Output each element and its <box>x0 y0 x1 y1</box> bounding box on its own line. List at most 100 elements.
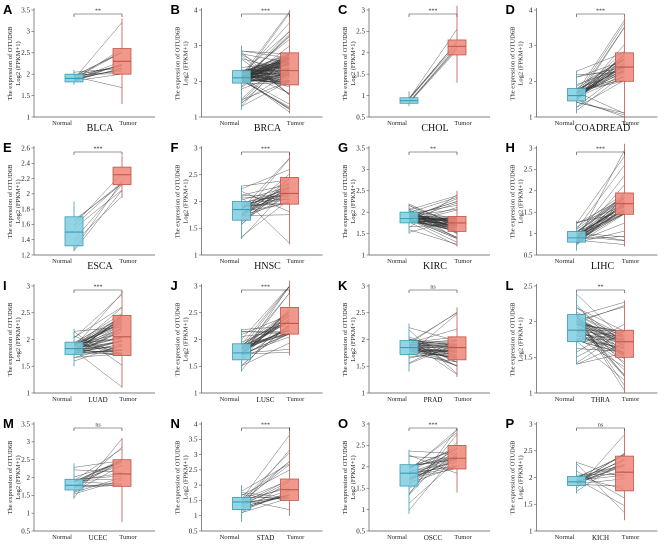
x-category-normal: Normal <box>220 258 240 265</box>
significance-label: *** <box>261 9 270 15</box>
x-category-normal: Normal <box>220 120 240 127</box>
y-axis-label: The expression of OTUD6B Log2 (FPKM+1) <box>175 440 190 514</box>
y-axis-label-line2: Log2 (FPKM+1) <box>15 317 22 361</box>
y-axis-label-line2: Log2 (FPKM+1) <box>183 41 190 85</box>
significance-label: *** <box>596 147 605 153</box>
panel-letter: C <box>338 2 348 17</box>
normal-box-iqr <box>232 70 251 84</box>
y-tick-label: 3 <box>194 451 198 459</box>
y-tick-label: 1 <box>362 506 366 514</box>
y-axis-label-line1: The expression of OTUD6B <box>342 302 349 376</box>
cancer-type-label: BRCA <box>254 123 282 134</box>
x-category-normal: Normal <box>387 120 407 127</box>
y-tick-label: 0.5 <box>189 527 198 535</box>
y-tick-label: 1.4 <box>21 236 30 244</box>
y-tick-label: 2 <box>529 318 533 326</box>
normal-box <box>64 463 84 499</box>
x-category-normal: Normal <box>387 396 407 403</box>
cancer-type-label: STAD <box>257 534 275 542</box>
y-axis-label: The expression of OTUD6B Log2 (FPKM+1) <box>7 26 22 100</box>
y-tick-label: 2.5 <box>356 28 365 36</box>
y-tick-label: 1 <box>194 389 198 397</box>
cancer-type-label: UCEC <box>89 534 108 542</box>
y-tick-label: 2 <box>529 78 533 86</box>
tumor-box <box>615 300 634 393</box>
pair-line <box>576 470 625 499</box>
y-tick-label: 2.5 <box>524 282 533 290</box>
normal-box-iqr <box>399 464 419 487</box>
pair-line <box>241 461 290 504</box>
y-axis-label-line2: Log2 (FPKM+1) <box>183 317 190 361</box>
y-axis-label: The expression of OTUD6B Log2 (FPKM+1) <box>7 440 22 514</box>
y-axis-label-line1: The expression of OTUD6B <box>510 302 517 376</box>
significance-label: *** <box>261 423 270 429</box>
y-axis-label-line1: The expression of OTUD6B <box>175 302 182 376</box>
y-axis-label-line1: The expression of OTUD6B <box>510 440 517 514</box>
significance-label: ** <box>95 9 101 15</box>
y-tick-label: 2.4 <box>21 160 30 168</box>
pair-line <box>73 294 123 339</box>
pair-line <box>241 452 290 502</box>
y-tick-label: 0.5 <box>524 251 533 259</box>
pair-line <box>408 197 458 213</box>
normal-box <box>567 293 586 365</box>
panel-letter: I <box>3 278 7 293</box>
cancer-type-label: PRAD <box>424 396 443 404</box>
pair-line <box>73 292 123 348</box>
normal-box-iqr <box>399 211 419 224</box>
significance-label: *** <box>94 285 103 291</box>
tumor-box-iqr <box>447 216 467 232</box>
y-axis-label: The expression of OTUD6B Log2 (FPKM+1) <box>175 26 190 100</box>
tumor-box <box>615 17 634 128</box>
y-tick-label: 2 <box>362 49 366 57</box>
pair-line <box>241 434 290 500</box>
y-tick-label: 2.5 <box>524 166 533 174</box>
normal-box-iqr <box>232 201 251 221</box>
y-axis-label-line2: Log2 (FPKM+1) <box>183 179 190 223</box>
y-tick-label: 3 <box>362 420 366 428</box>
y-tick-label: 2 <box>194 198 198 206</box>
y-axis-label: The expression of OTUD6B Log2 (FPKM+1) <box>510 26 525 100</box>
y-axis-label-line1: The expression of OTUD6B <box>175 26 182 100</box>
significance-label: *** <box>596 9 605 15</box>
y-tick-label: 2.5 <box>189 309 198 317</box>
pair-line <box>73 183 123 221</box>
pair-line <box>73 448 123 481</box>
tumor-box <box>112 18 132 105</box>
x-category-tumor: Tumor <box>119 396 137 403</box>
panel-letter: A <box>3 2 13 17</box>
pair-line <box>241 169 290 190</box>
y-tick-label: 2.5 <box>524 447 533 455</box>
x-category-tumor: Tumor <box>622 534 640 541</box>
cancer-type-label: KICH <box>592 534 609 542</box>
y-tick-label: 3 <box>194 144 198 152</box>
y-tick-label: 1 <box>529 113 533 121</box>
y-axis-label-line1: The expression of OTUD6B <box>7 164 14 238</box>
pair-line <box>576 463 625 513</box>
x-category-normal: Normal <box>220 396 240 403</box>
y-tick-label: 1 <box>194 113 198 121</box>
panel-letter: J <box>171 278 178 293</box>
y-tick-label: 4 <box>194 6 198 14</box>
y-tick-label: 1.5 <box>21 363 30 371</box>
y-tick-label: 1.5 <box>356 485 365 493</box>
y-tick-label: 2.6 <box>21 144 30 152</box>
pair-line <box>408 50 458 104</box>
significance-label: ns <box>598 423 604 429</box>
y-tick-label: 2 <box>529 474 533 482</box>
pair-line <box>241 285 290 340</box>
significance-label: *** <box>429 9 438 15</box>
y-tick-label: 1.6 <box>21 221 30 229</box>
pair-line <box>408 429 458 471</box>
y-tick-label: 0.5 <box>21 527 30 535</box>
tumor-box-iqr <box>280 306 299 335</box>
pair-line <box>576 19 625 93</box>
x-category-normal: Normal <box>220 534 240 541</box>
tumor-box-iqr <box>280 52 299 86</box>
x-category-tumor: Tumor <box>119 120 137 127</box>
cancer-type-label: ESCA <box>87 261 113 272</box>
y-tick-label: 3 <box>362 282 366 290</box>
panel-letter: E <box>3 140 12 155</box>
pair-line <box>73 22 123 80</box>
